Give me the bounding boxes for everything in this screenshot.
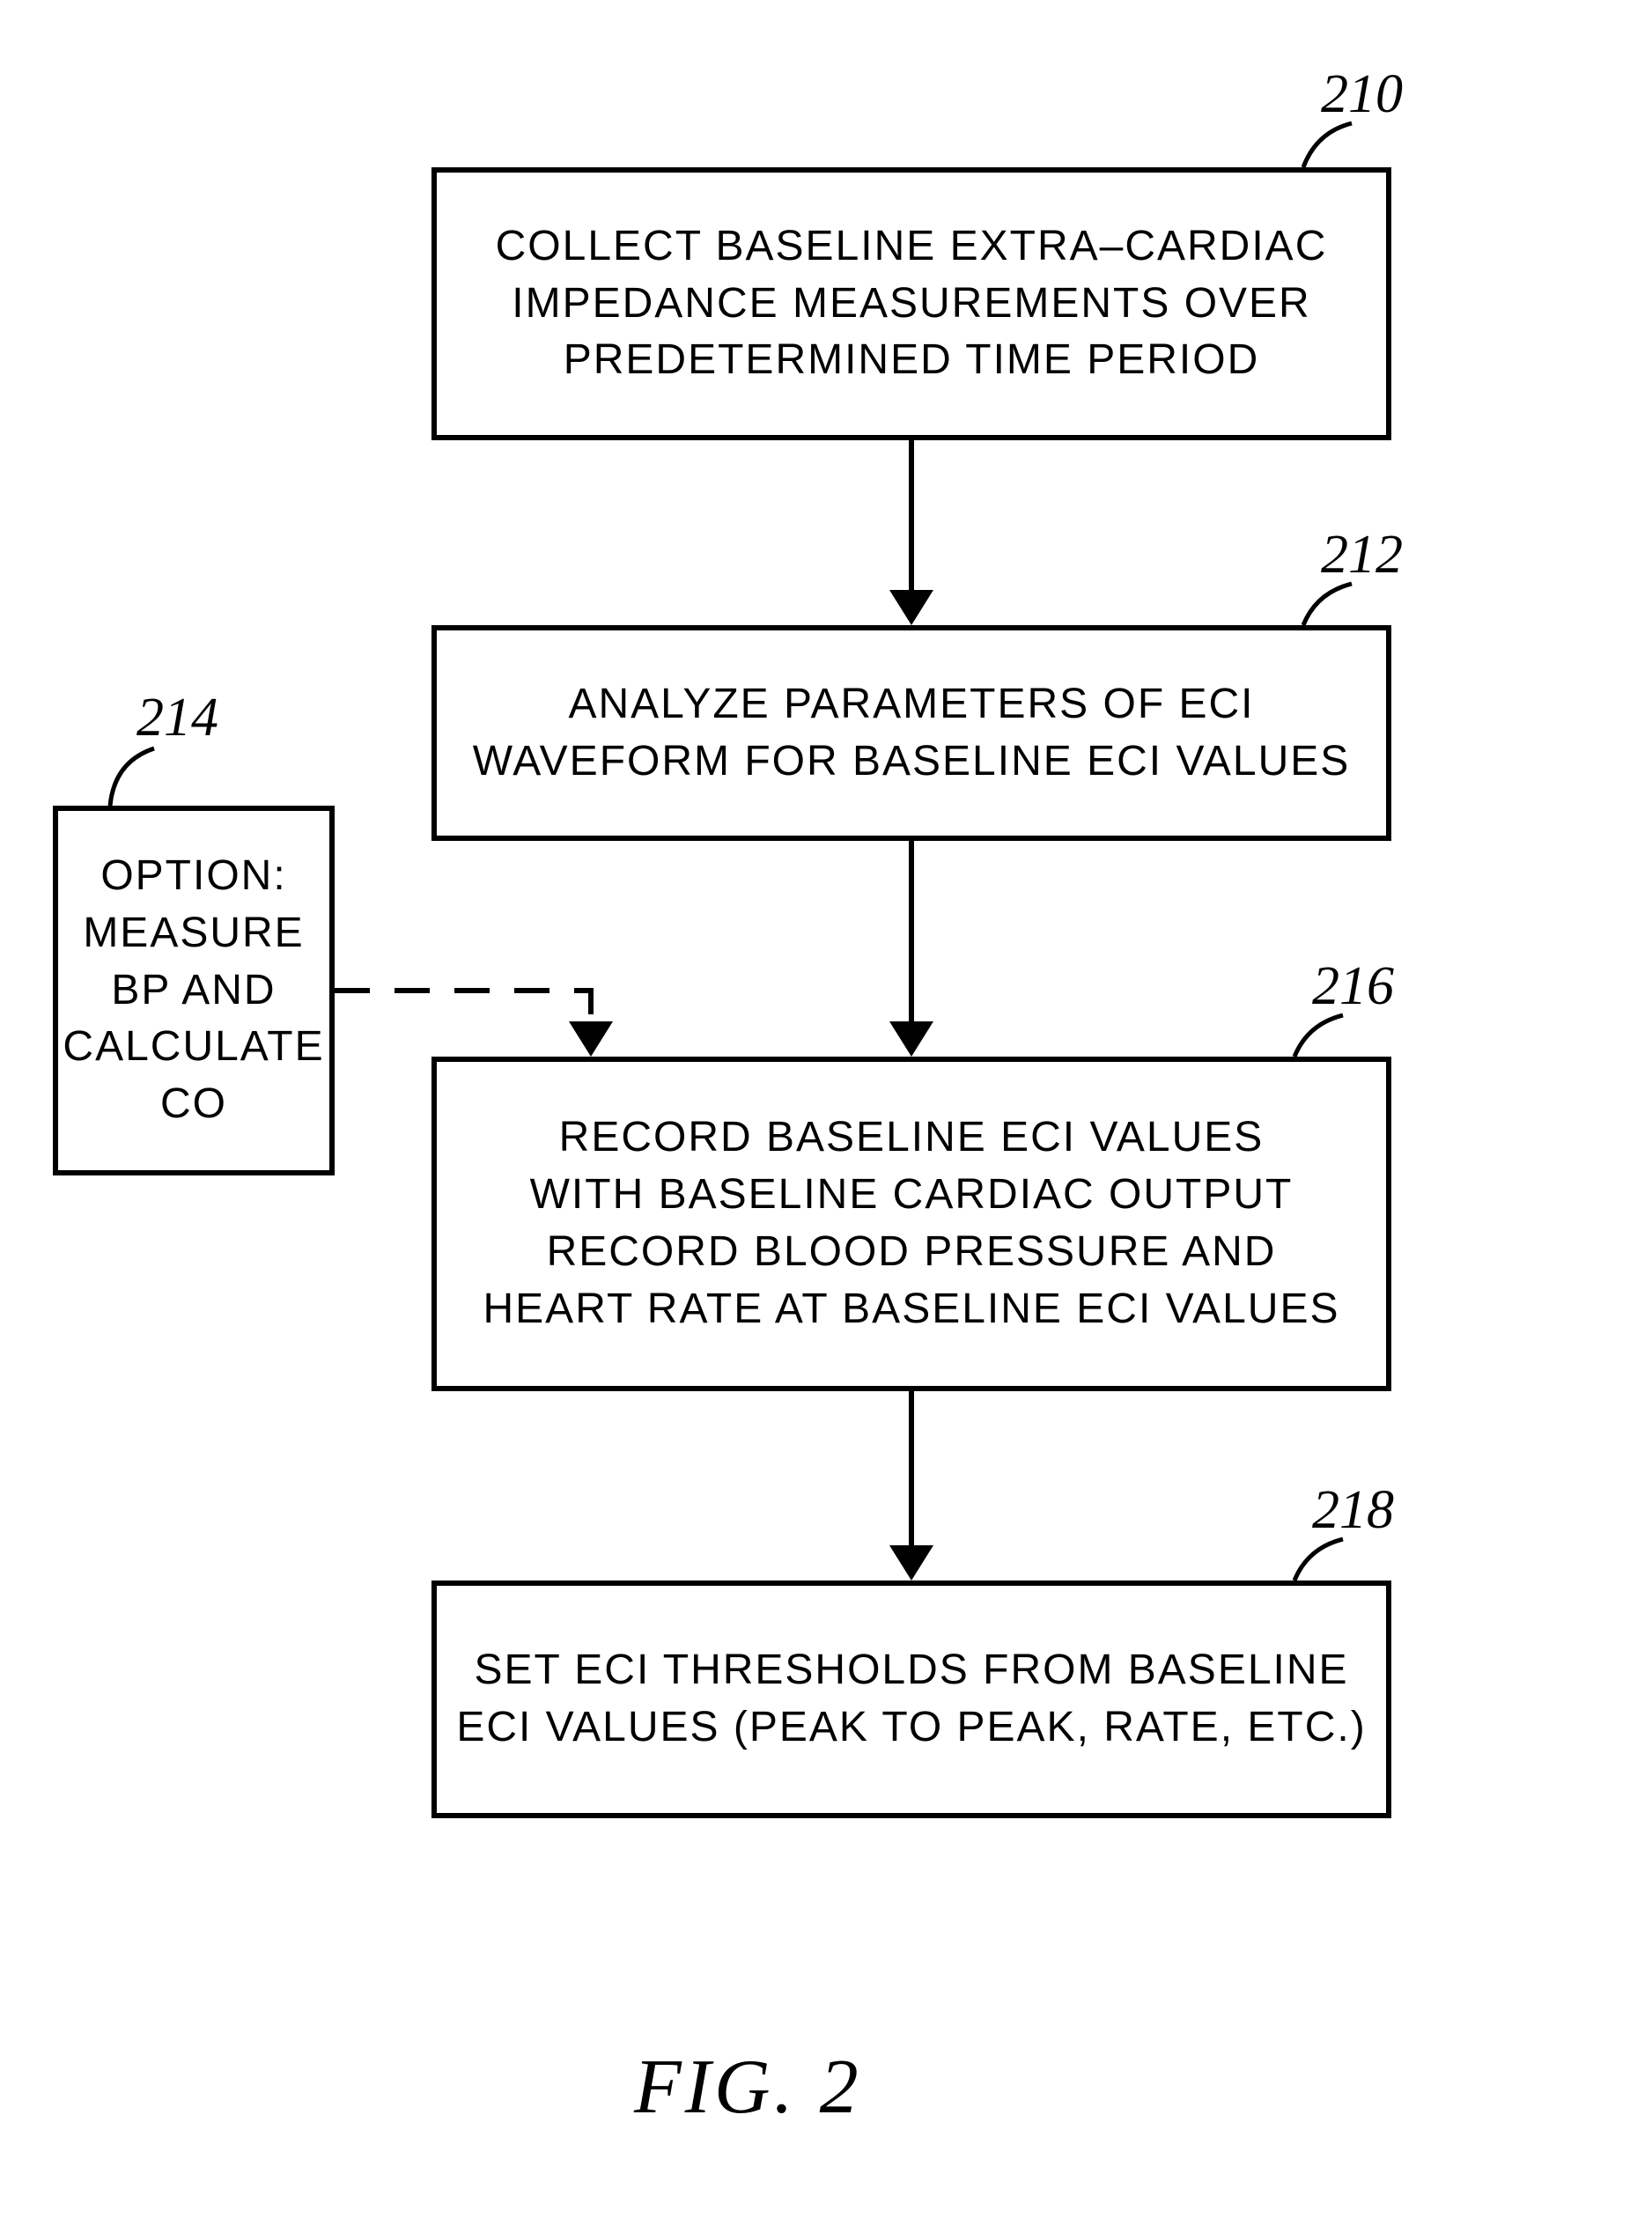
ref-label-212: 212 bbox=[1321, 524, 1403, 586]
arrow-212-216 bbox=[909, 841, 914, 1030]
ref-label-218: 218 bbox=[1312, 1479, 1394, 1542]
ref-curve-218 bbox=[1290, 1535, 1352, 1585]
node-text-212: ANALYZE PARAMETERS OF ECIWAVEFORM FOR BA… bbox=[473, 676, 1351, 791]
node-analyze-parameters: ANALYZE PARAMETERS OF ECIWAVEFORM FOR BA… bbox=[431, 625, 1391, 841]
node-text-218: SET ECI THRESHOLDS FROM BASELINEECI VALU… bbox=[456, 1642, 1366, 1757]
ref-curve-214 bbox=[106, 744, 167, 810]
node-text-216: RECORD BASELINE ECI VALUESWITH BASELINE … bbox=[483, 1109, 1340, 1337]
node-record-baseline: RECORD BASELINE ECI VALUESWITH BASELINE … bbox=[431, 1057, 1391, 1391]
arrowhead-216-218 bbox=[889, 1545, 933, 1581]
node-text-214: OPTION:MEASUREBP ANDCALCULATECO bbox=[63, 848, 324, 1133]
node-text-210: COLLECT BASELINE EXTRA–CARDIACIMPEDANCE … bbox=[496, 218, 1328, 389]
arrow-210-212 bbox=[909, 440, 914, 599]
node-option-measure-bp: OPTION:MEASUREBP ANDCALCULATECO bbox=[53, 806, 335, 1175]
arrowhead-212-216 bbox=[889, 1021, 933, 1057]
node-set-thresholds: SET ECI THRESHOLDS FROM BASELINEECI VALU… bbox=[431, 1581, 1391, 1818]
ref-label-210: 210 bbox=[1321, 63, 1403, 126]
ref-curve-212 bbox=[1299, 579, 1361, 630]
ref-label-216: 216 bbox=[1312, 955, 1394, 1018]
node-collect-baseline: COLLECT BASELINE EXTRA–CARDIACIMPEDANCE … bbox=[431, 167, 1391, 440]
arrowhead-210-212 bbox=[889, 590, 933, 625]
ref-curve-210 bbox=[1299, 119, 1361, 172]
figure-label: FIG. 2 bbox=[634, 2043, 862, 2132]
ref-label-214: 214 bbox=[136, 687, 218, 749]
ref-curve-216 bbox=[1290, 1011, 1352, 1061]
arrow-216-218 bbox=[909, 1391, 914, 1554]
